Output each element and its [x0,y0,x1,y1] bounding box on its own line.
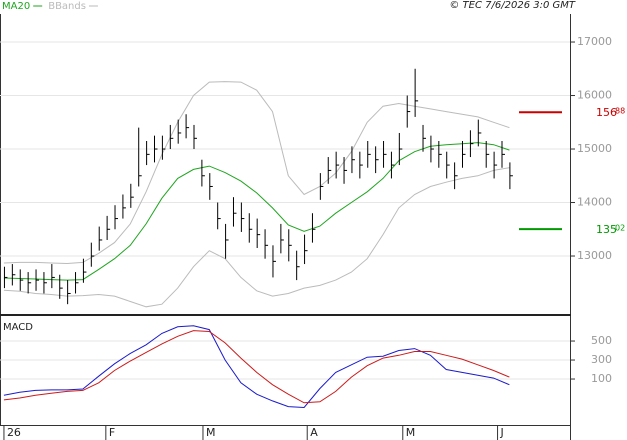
x-tick-label: F [109,426,115,439]
level-label: 156 [596,106,617,119]
y-tick-label: 17000 [577,35,612,48]
x-tick-label: M [206,426,216,439]
level-fraction: 88 [615,107,625,116]
y-tick-label: 100 [591,372,612,385]
macd-line [3,330,510,404]
legend-label: MA20 [2,1,30,12]
level-label: 135 [596,223,617,236]
y-tick-label: 13000 [577,249,612,262]
level-fraction: 02 [615,224,625,233]
y-tick-label: 15000 [577,142,612,155]
y-tick-label: 300 [591,353,612,366]
bband-lower [3,167,510,308]
legend-label: BBands [48,1,86,12]
x-tick-label: M [406,426,416,439]
x-tick-label: J [500,426,504,439]
y-tick-label: 16000 [577,89,612,102]
ma20-line [3,142,510,281]
x-tick-label: 26 [7,426,21,439]
x-tick-label: A [310,426,318,439]
panel-title: MACD [3,322,33,333]
bband-upper [3,81,510,265]
macd-line [3,325,510,409]
y-tick-label: 14000 [577,196,612,209]
source: © TEC 7/6/2026 3:0 GMT [449,0,576,11]
y-tick-label: 500 [591,334,612,347]
